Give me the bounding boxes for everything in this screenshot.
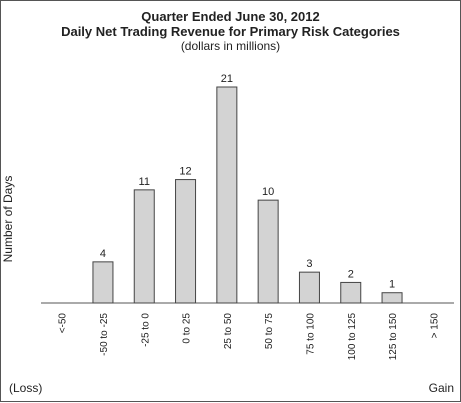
- data-label-4: 21: [221, 73, 233, 85]
- x-tick-label-8: 125 to 150: [388, 313, 399, 361]
- x-tick-label-5: 50 to 75: [264, 313, 275, 350]
- bar-5: [257, 199, 279, 304]
- x-tick-label-9: > 150: [429, 313, 440, 339]
- loss-label: (Loss): [9, 381, 43, 395]
- data-label-3: 12: [179, 166, 191, 178]
- bar-1: [92, 261, 114, 304]
- data-label-5: 10: [262, 186, 274, 198]
- chart-subtitle: Daily Net Trading Revenue for Primary Ri…: [61, 24, 400, 39]
- bar-2: [133, 189, 155, 304]
- bar-3: [175, 179, 197, 304]
- data-label-6: 3: [306, 258, 312, 270]
- x-tick-label-6: 75 to 100: [305, 313, 316, 355]
- data-label-8: 1: [389, 279, 395, 291]
- x-tick-label-2: -25 to 0: [140, 313, 151, 347]
- bar-6: [298, 271, 320, 304]
- x-tick-label-1: -50 to -25: [99, 313, 110, 356]
- chart-units: (dollars in millions): [180, 39, 281, 53]
- x-tick-label-4: 25 to 50: [223, 313, 234, 350]
- data-label-2: 11: [139, 176, 150, 188]
- x-tick-label-3: 0 to 25: [182, 313, 193, 344]
- gain-label: Gain: [428, 381, 454, 395]
- bar-7: [340, 281, 362, 304]
- bar-8: [381, 292, 403, 304]
- bar-4: [216, 86, 238, 304]
- chart-title: Quarter Ended June 30, 2012: [141, 9, 320, 24]
- x-tick-label-0: <-50: [58, 313, 69, 334]
- data-label-7: 2: [348, 268, 354, 280]
- x-tick-label-7: 100 to 125: [347, 313, 358, 361]
- data-label-1: 4: [100, 248, 106, 260]
